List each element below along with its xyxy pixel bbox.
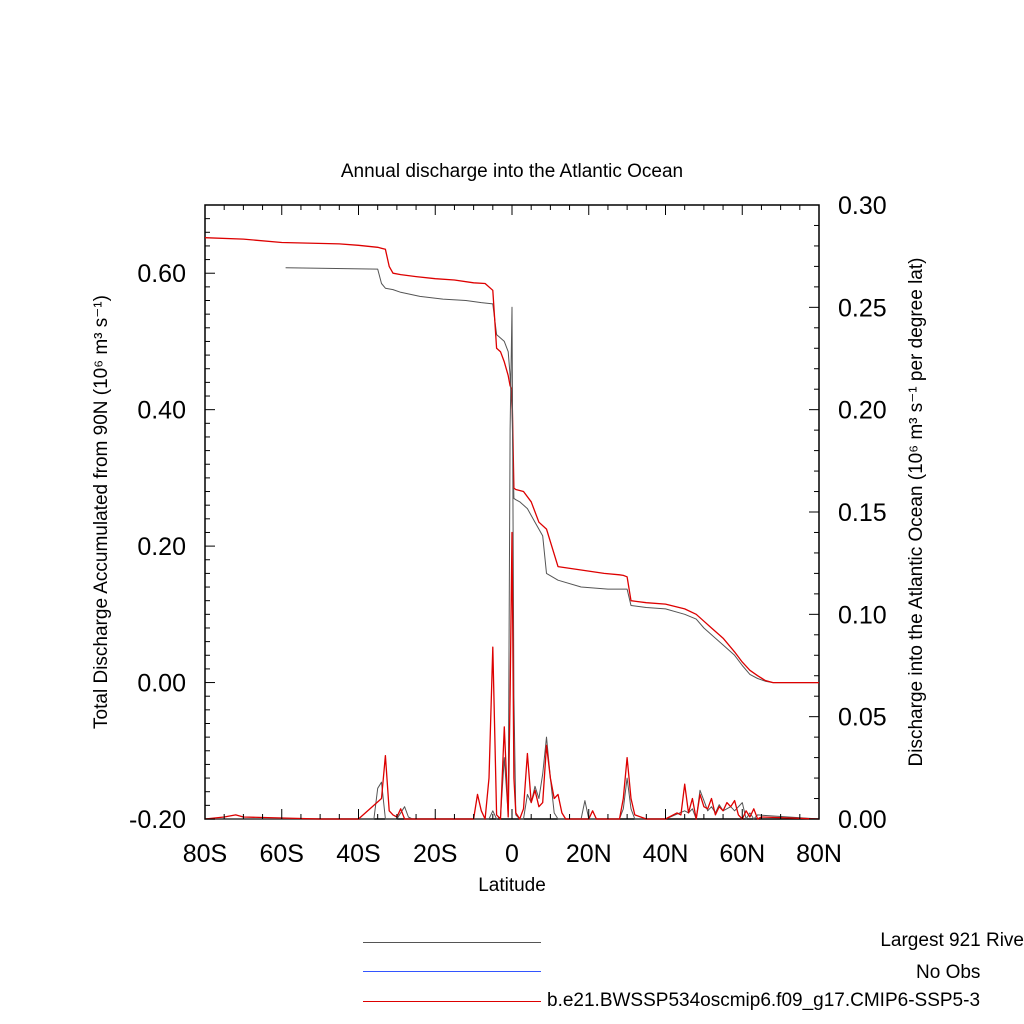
- y-left-tick-label: 0.00: [137, 670, 186, 698]
- series-line-2: [204, 237, 819, 684]
- x-tick-label: 60N: [719, 840, 765, 868]
- y-right-axis-label: Discharge into the Atlantic Ocean (10⁶ m…: [906, 258, 927, 767]
- legend-label-2: b.e21.BWSSP534oscmip6.f09_g17.CMIP6-SSP5…: [547, 990, 981, 1011]
- chart-title: Annual discharge into the Atlantic Ocean: [341, 161, 683, 182]
- x-tick-label: 20S: [413, 840, 457, 868]
- x-tick-label: 80S: [183, 840, 227, 868]
- x-tick-label: 40S: [336, 840, 380, 868]
- y-right-tick-label: 0.25: [838, 294, 887, 322]
- x-tick-label: 0: [505, 840, 519, 868]
- y-left-tick-label: -0.20: [129, 806, 186, 834]
- y-left-tick-label: 0.40: [137, 397, 186, 425]
- legend-swatch-2: [363, 1001, 541, 1002]
- y-right-tick-label: 0.15: [838, 499, 887, 527]
- y-right-tick-label: 0.00: [838, 806, 887, 834]
- series-layer: [204, 237, 820, 820]
- x-axis-label: Latitude: [478, 875, 546, 896]
- series-line-0: [285, 267, 819, 684]
- x-axis-ticks: 80S 60S 40S 20S 0 20N 40N 60N 80N: [183, 205, 842, 868]
- y-left-tick-label: 0.60: [137, 260, 186, 288]
- series-line-4: [204, 531, 820, 820]
- x-tick-label: 20N: [566, 840, 612, 868]
- x-tick-label: 80N: [796, 840, 842, 868]
- y-right-tick-label: 0.10: [838, 601, 887, 629]
- plot-area: 80S 60S 40S 20S 0 20N 40N 60N 80N -0.200.000.200…: [129, 192, 887, 868]
- plot-frame: [204, 204, 820, 820]
- series-line-3: [205, 306, 820, 820]
- y-right-axis-ticks: 0.00 0.05 0.10 0.15 0.20 0.25 0.30: [809, 192, 887, 834]
- legend-swatch-1: [363, 971, 541, 972]
- y-left-tick-label: 0.20: [137, 533, 186, 561]
- legend-label-0: Largest 921 Rive: [880, 930, 1024, 951]
- x-tick-label: 40N: [643, 840, 689, 868]
- x-tick-label: 60S: [260, 840, 304, 868]
- legend-label-1: No Obs: [916, 962, 981, 983]
- legend-swatch-0: [363, 942, 541, 943]
- y-right-tick-label: 0.05: [838, 704, 887, 732]
- y-right-tick-label: 0.30: [838, 192, 887, 220]
- y-left-axis-label: Total Discharge Accumulated from 90N (10…: [91, 295, 112, 729]
- y-right-tick-label: 0.20: [838, 397, 887, 425]
- y-left-axis-ticks: -0.20 0.00 0.20 0.40 0.60: [129, 204, 215, 834]
